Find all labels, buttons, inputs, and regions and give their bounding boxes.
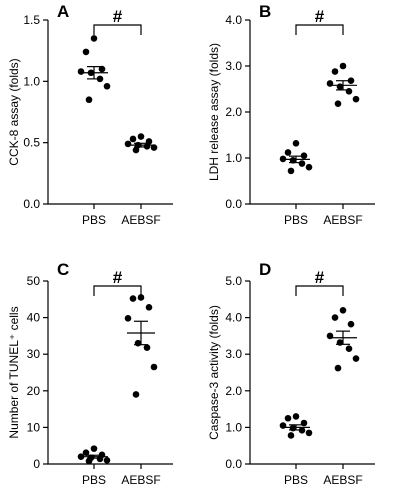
y-tick-label: 1.5 [23, 13, 40, 27]
data-point [103, 82, 111, 90]
data-point [82, 449, 90, 456]
y-tick-label: 30 [27, 347, 41, 361]
panel-letter: A [57, 2, 69, 21]
data-point [137, 133, 145, 140]
data-point [345, 88, 353, 95]
panel-letter: B [259, 2, 271, 21]
data-point [145, 304, 153, 311]
data-point [292, 139, 300, 147]
data-point [352, 355, 360, 362]
significance-mark: # [113, 7, 123, 26]
data-point [347, 320, 355, 328]
x-category-label: AEBSF [323, 473, 362, 487]
data-point [90, 445, 98, 452]
y-tick-label: 0.0 [225, 457, 242, 471]
y-axis-title: LDH release assay (folds) [207, 43, 221, 181]
significance-mark: # [315, 7, 325, 26]
panel-a: A 0.0 0.5 1.0 1.5 CCK-8 assay (folds) PBS AEBSF… [7, 2, 173, 227]
data-point [287, 432, 295, 439]
data-point [284, 414, 292, 422]
data-point [82, 48, 90, 56]
y-tick-label: 2.0 [225, 384, 242, 398]
data-point [298, 160, 306, 167]
y-tick-label: 20 [27, 384, 41, 398]
y-tick-label: 0 [33, 457, 40, 471]
data-point [132, 391, 140, 398]
data-point [132, 146, 140, 154]
data-point [124, 140, 132, 148]
data-point [292, 413, 300, 420]
panel-letter: D [259, 260, 271, 279]
data-point [143, 143, 151, 150]
data-point [137, 294, 145, 301]
y-tick-label: 3.0 [225, 59, 242, 73]
y-tick-label: 40 [27, 311, 41, 325]
data-point [150, 144, 158, 151]
data-point [305, 163, 313, 171]
data-point [77, 68, 85, 75]
data-point [339, 306, 347, 314]
significance-mark: # [315, 268, 325, 287]
data-point [150, 363, 158, 371]
data-point [103, 457, 111, 464]
y-tick-label: 1.0 [225, 151, 242, 165]
data-point [90, 35, 98, 42]
panel-c: C 0 10 20 30 40 50 Number of TUNEL⁺ cells PBS AEB… [7, 260, 173, 487]
y-axis-title: Number of TUNEL⁺ cells [7, 306, 21, 438]
y-tick-label: 0.5 [23, 136, 40, 150]
y-tick-label: 5.0 [225, 274, 242, 288]
x-category-label: PBS [82, 473, 106, 487]
x-category-label: AEBSF [121, 213, 160, 227]
y-tick-label: 1.0 [23, 74, 40, 88]
data-point [85, 96, 93, 104]
data-point [300, 152, 308, 159]
data-point [331, 314, 339, 321]
y-tick-label: 50 [27, 274, 41, 288]
significance-bracket [93, 24, 142, 35]
data-point [129, 295, 137, 302]
y-tick-label: 1.0 [225, 420, 242, 434]
data-point [98, 65, 106, 73]
data-point [287, 167, 295, 175]
data-point [289, 157, 297, 164]
x-category-label: AEBSF [121, 473, 160, 487]
data-point [124, 315, 132, 322]
y-tick-label: 3.0 [225, 347, 242, 361]
y-tick-label: 0.0 [225, 197, 242, 211]
significance-bracket [93, 285, 142, 296]
data-point [143, 344, 151, 351]
panel-d: D 0.0 1.0 2.0 3.0 4.0 5.0 Caspase-3 activity (f… [207, 260, 375, 487]
data-point [134, 339, 142, 347]
x-category-label: PBS [284, 213, 308, 227]
data-point [284, 149, 292, 156]
data-point [334, 364, 342, 372]
data-point [347, 77, 355, 85]
y-tick-label: 10 [27, 420, 41, 434]
y-tick-label: 0.0 [23, 197, 40, 211]
data-point [336, 83, 344, 90]
x-category-label: PBS [284, 473, 308, 487]
significance-bracket [295, 285, 344, 296]
data-point [352, 95, 360, 103]
y-axis-title: CCK-8 assay (folds) [7, 58, 21, 165]
x-category-label: AEBSF [323, 213, 362, 227]
data-point [85, 457, 93, 465]
y-tick-label: 4.0 [225, 13, 242, 27]
panel-b: B 0.0 1.0 2.0 3.0 4.0 LDH release assay (folds… [207, 2, 375, 227]
data-point [331, 68, 339, 75]
y-tick-label: 4.0 [225, 311, 242, 325]
data-point [129, 135, 137, 143]
data-point [339, 62, 347, 70]
significance-mark: # [113, 268, 123, 287]
significance-bracket [295, 24, 344, 35]
panel-letter: C [57, 260, 69, 279]
y-tick-label: 2.0 [225, 105, 242, 119]
data-point [345, 345, 353, 353]
x-category-label: PBS [82, 213, 106, 227]
y-axis-title: Caspase-3 activity (folds) [207, 305, 221, 440]
data-point [334, 100, 342, 108]
data-point [305, 429, 313, 437]
